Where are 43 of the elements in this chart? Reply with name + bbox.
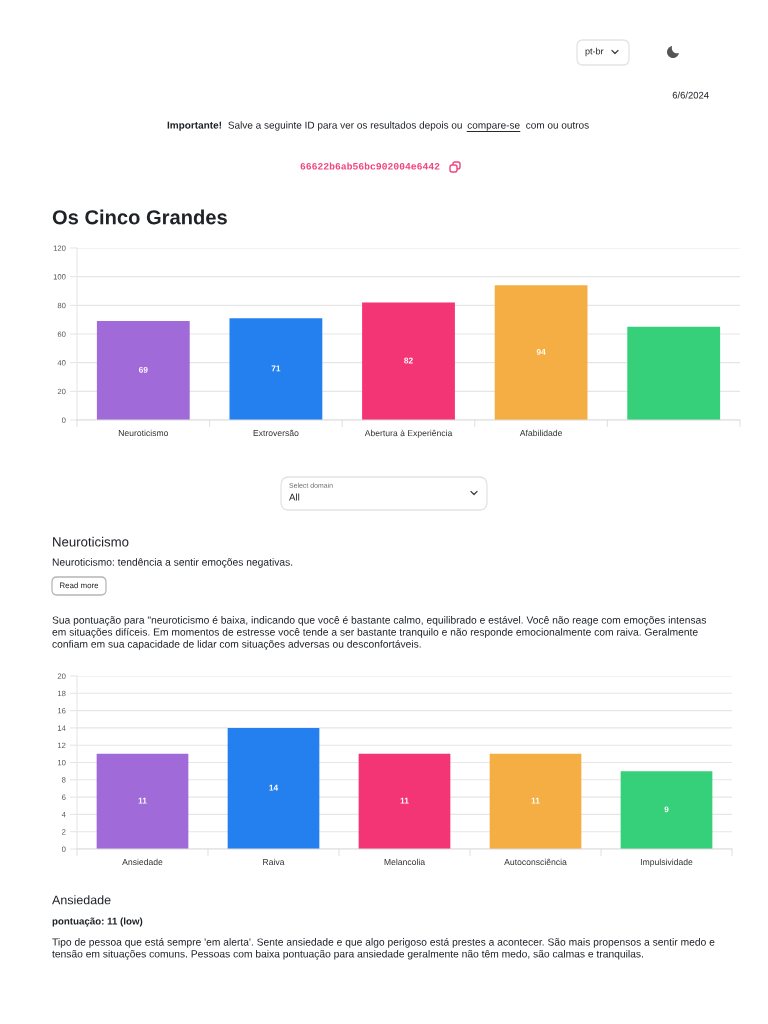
bar xyxy=(620,771,713,849)
bar xyxy=(227,727,320,849)
data-label: 71 xyxy=(271,365,281,372)
bar xyxy=(494,285,588,420)
text: All xyxy=(289,493,300,501)
data-label: 69 xyxy=(138,366,148,373)
x-tick-label: Neuroticismo xyxy=(118,429,169,437)
text: com ou outros xyxy=(526,122,589,129)
bar xyxy=(229,318,323,420)
text: Sua pontuação para "neuroticismo é baixa, indicando que você é bastante calmo, equilibrado e estável. Você não reage com emoções intensas em situações difíceis. Em momentos de estresse você tende a ser bastante tranquilo e não responde emocionalmente com raiva. Geralmente confiam em sua capacidade de lidar com situações adversas ou desconfortáveis. xyxy=(52,616,707,650)
bar xyxy=(489,753,582,849)
bar xyxy=(96,321,190,420)
bar xyxy=(362,302,455,420)
chart-subtitle: Neuroticismo: tendência a sentir emoções negativas. xyxy=(52,558,293,568)
bar xyxy=(96,753,189,849)
x-tick-label: Abertura à Experiência xyxy=(364,429,453,438)
text: 66622b6ab56bc902004e6442 xyxy=(300,162,440,170)
x-tick-label: Impulsividade xyxy=(640,858,693,867)
x-tick-label: Ansiedade xyxy=(122,858,163,866)
bar xyxy=(627,326,721,420)
bar xyxy=(358,753,451,849)
data-label: 82 xyxy=(404,357,413,364)
x-tick-label: Melancolia xyxy=(384,858,426,866)
data-label: 94 xyxy=(536,348,546,355)
chart-title: Neuroticismo xyxy=(53,536,129,547)
x-tick-label: Extroversão xyxy=(253,429,299,437)
text: Tipo de pessoa que está sempre 'em alerta'. Sente ansiedade e que algo perigoso está prestes a acontecer. São mais propensos a sentir medo e tensão em situações comuns. Pessoas com baixa pontuação para ansiedade geralmente não têm medo, são calmas e tranquilas. xyxy=(52,938,715,960)
x-tick-label: Raiva xyxy=(263,858,285,866)
data-label: 11 xyxy=(531,797,540,804)
x-tick-label: Afabilidade xyxy=(519,429,563,437)
text: Importante! xyxy=(167,121,222,131)
text: pt-br xyxy=(585,47,604,57)
chart-title: Os Cinco Grandes xyxy=(52,209,227,225)
data-label: 14 xyxy=(269,784,279,791)
x-tick-label: Autoconsciência xyxy=(504,858,567,866)
data-label: 9 xyxy=(664,806,669,813)
text: pontuação: 11 (low) xyxy=(52,917,143,927)
text: compare-se xyxy=(467,123,520,131)
data-label: 11 xyxy=(400,797,409,804)
text: Salve a seguinte ID para ver os resultados depois ou xyxy=(228,121,462,131)
data-label: 11 xyxy=(138,797,147,804)
text: 6/6/2024 xyxy=(672,91,709,99)
text: Ansiedade xyxy=(52,895,111,905)
